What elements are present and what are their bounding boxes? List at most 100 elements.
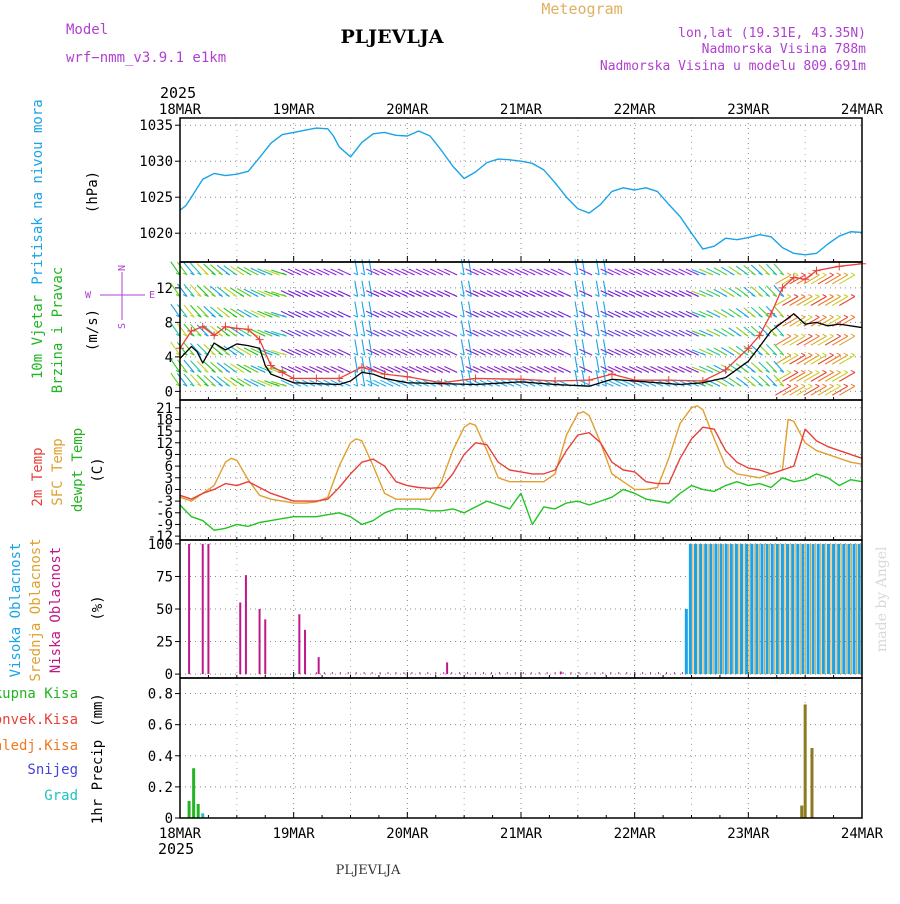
wind-arrow-head bbox=[417, 369, 422, 373]
wind-arrow-head bbox=[445, 294, 451, 297]
wind-arrow-head bbox=[815, 333, 820, 337]
wind-arrow-head bbox=[481, 369, 486, 373]
wind-arrow-head bbox=[523, 369, 529, 373]
wind-arrow-head bbox=[324, 294, 330, 297]
wind-arrow-head bbox=[431, 383, 436, 387]
wind-arrow-head bbox=[808, 294, 813, 297]
wind-arrow-head bbox=[232, 369, 238, 373]
wind-arrow-head bbox=[296, 272, 301, 276]
wind-arrow bbox=[361, 356, 366, 373]
wind-arrow bbox=[782, 296, 799, 306]
wind-arrow-head bbox=[673, 294, 678, 297]
x-label-bottom: 21MAR bbox=[500, 826, 543, 842]
wind-arrow bbox=[803, 316, 820, 327]
wind-arrow bbox=[595, 301, 600, 318]
wind-arrow-head bbox=[289, 383, 294, 387]
wind-arrow-head bbox=[381, 272, 387, 276]
wind-arrow-head bbox=[651, 383, 657, 387]
wind-arrow-head bbox=[204, 383, 209, 387]
wind-arrow-head bbox=[829, 333, 834, 337]
y-tick-label: 0.4 bbox=[148, 749, 173, 765]
wind-arrow bbox=[817, 316, 834, 327]
wind-arrow-head bbox=[829, 294, 834, 297]
wind-arrow bbox=[581, 280, 586, 297]
wind-arrow-head bbox=[843, 383, 849, 387]
wind-arrow bbox=[183, 359, 195, 373]
wind-arrow-head bbox=[303, 333, 309, 337]
wind-arrow-head bbox=[729, 333, 735, 337]
wind-arrow-head bbox=[381, 294, 387, 297]
wind-arrow-head bbox=[332, 369, 337, 373]
legend-item: Snijeg bbox=[27, 762, 78, 778]
wind-arrow-head bbox=[218, 272, 223, 276]
footer-station: PLJEVLJA bbox=[336, 863, 401, 878]
wind-arrow-head bbox=[715, 383, 721, 387]
wind-arrow-head bbox=[445, 383, 451, 387]
wind-arrow bbox=[817, 335, 834, 346]
wind-arrow-head bbox=[729, 294, 735, 297]
wind-arrow-head bbox=[310, 294, 316, 297]
wind-arrow-head bbox=[523, 314, 529, 318]
wind-arrow-head bbox=[310, 352, 316, 356]
wind-arrow-head bbox=[218, 383, 223, 387]
high-cloud-bar bbox=[740, 543, 744, 675]
wind-arrow bbox=[210, 375, 223, 387]
wind-arrow bbox=[183, 283, 195, 297]
wind-arrow bbox=[190, 374, 202, 387]
wind-arrow-head bbox=[367, 272, 373, 276]
wind-arrow-head bbox=[616, 272, 621, 276]
gust-marker bbox=[789, 273, 798, 282]
wind-arrow-head bbox=[779, 294, 785, 297]
wind-arrow-head bbox=[253, 314, 259, 318]
gust-marker bbox=[698, 377, 707, 386]
wind-arrow-head bbox=[680, 333, 685, 337]
wind-arrow-head bbox=[481, 272, 486, 276]
wind-arrow-head bbox=[303, 383, 309, 387]
pressure-axis-label: Pritisak na nivou mora bbox=[30, 99, 46, 284]
wind-arrow bbox=[789, 316, 806, 327]
compass-n: N bbox=[117, 265, 128, 271]
wind-arrow-head bbox=[836, 314, 841, 318]
wind-arrow-head bbox=[808, 369, 813, 373]
gust-marker bbox=[198, 322, 207, 331]
panel-0: 1020 1025 1030 1035 bbox=[139, 118, 863, 262]
wind-arrow-head bbox=[509, 294, 515, 297]
wind-arrow-head bbox=[424, 294, 429, 297]
wind-arrow-head bbox=[388, 314, 394, 318]
x-label-bottom: 24MAR bbox=[841, 826, 884, 842]
dewpt-line bbox=[179, 473, 863, 531]
wind-arrow-head bbox=[275, 294, 280, 297]
wind-arrow bbox=[216, 286, 231, 297]
y-tick-label: 0 bbox=[165, 811, 173, 827]
wind-arrow bbox=[602, 339, 607, 356]
wind-arrow-head bbox=[367, 369, 373, 373]
wind-arrow-head bbox=[687, 352, 692, 356]
wind-arrow-head bbox=[246, 272, 252, 276]
wind-arrow-head bbox=[658, 383, 664, 387]
wind-arrow-head bbox=[779, 352, 785, 356]
wind-arrow-head bbox=[261, 314, 266, 318]
wind-arrow-head bbox=[623, 352, 628, 356]
wind-arrow-head bbox=[609, 333, 614, 337]
wind-arrow bbox=[354, 339, 359, 356]
wind-arrow-head bbox=[452, 352, 458, 356]
wind-arrow-head bbox=[623, 333, 628, 337]
wind-arrow-head bbox=[829, 383, 834, 387]
wind-arrow-head bbox=[417, 314, 422, 318]
wind-arrow bbox=[765, 361, 778, 373]
wind-arrow bbox=[773, 263, 785, 276]
wind-arrow bbox=[216, 376, 231, 387]
wind-arrow-head bbox=[800, 272, 806, 276]
wind-arrow-head bbox=[822, 369, 827, 373]
wind-arrow bbox=[361, 339, 366, 356]
wind-arrow bbox=[354, 370, 359, 387]
wind-arrow-head bbox=[573, 294, 579, 297]
wind-arrow-head bbox=[751, 314, 756, 318]
x-label-bottom: 20MAR bbox=[386, 826, 429, 842]
high-cloud-bar bbox=[688, 543, 692, 675]
high-cloud-bar bbox=[699, 543, 703, 675]
gust-marker bbox=[312, 374, 321, 383]
wind-arrow-head bbox=[651, 369, 657, 373]
wind-arrow bbox=[810, 354, 827, 365]
